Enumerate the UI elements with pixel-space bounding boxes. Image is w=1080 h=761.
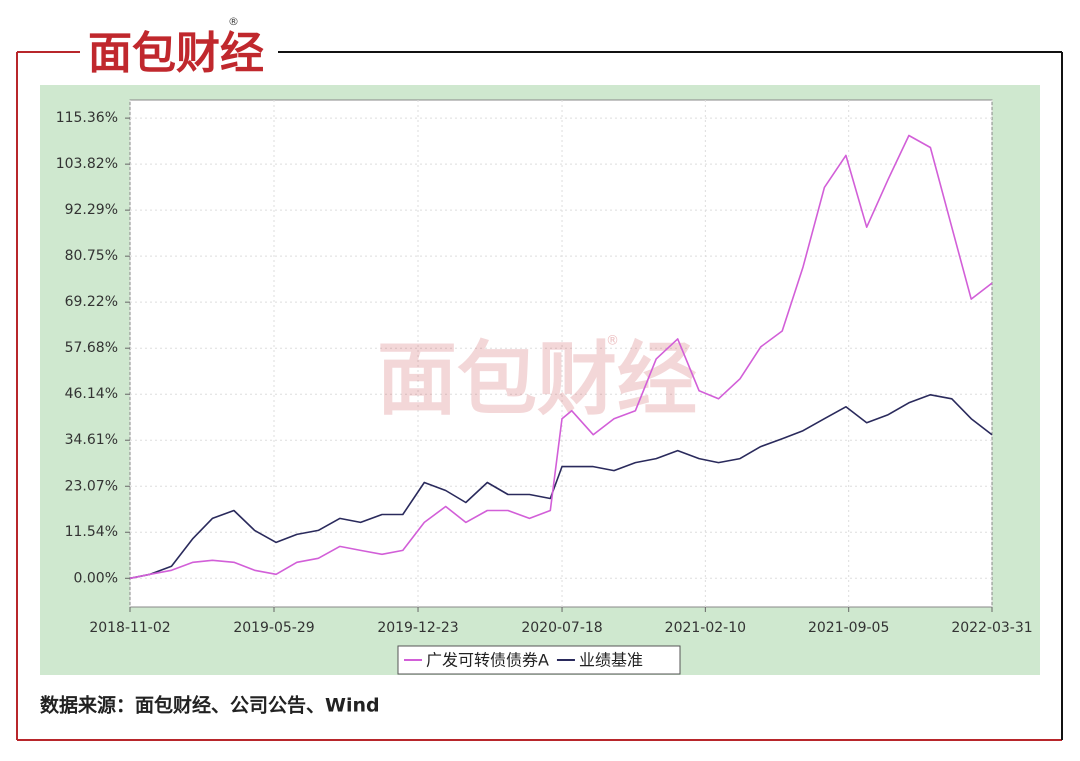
x-tick-label: 2019-12-23 xyxy=(377,620,458,636)
y-tick-label: 57.68% xyxy=(65,340,118,356)
y-tick-label: 69.22% xyxy=(65,294,118,310)
watermark-mark: ® xyxy=(606,334,619,349)
x-tick-label: 2020-07-18 xyxy=(521,620,602,636)
logo: 面包财经 xyxy=(88,28,264,79)
y-tick-label: 103.82% xyxy=(56,156,118,172)
legend-label: 业绩基准 xyxy=(579,651,643,670)
legend xyxy=(397,645,681,675)
watermark: 面包财经 xyxy=(377,333,697,426)
source-note: 数据来源：面包财经、公司公告、Wind xyxy=(40,694,380,717)
legend-items: 广发可转债债券A 业绩基准 xyxy=(404,651,643,670)
x-tick-label: 2021-09-05 xyxy=(808,620,889,636)
legend-label: 广发可转债债券A xyxy=(426,651,549,670)
plot-area xyxy=(129,99,993,608)
logo-mark: ® xyxy=(228,15,239,28)
x-tick-label: 2018-11-02 xyxy=(89,620,170,636)
x-tick-label: 2019-05-29 xyxy=(233,620,314,636)
y-tick-label: 0.00% xyxy=(74,570,118,586)
series-line xyxy=(129,393,993,580)
y-tick-label: 115.36% xyxy=(56,110,118,126)
y-tick-label: 11.54% xyxy=(65,524,118,540)
x-tick-label: 2022-03-31 xyxy=(951,620,1032,636)
y-tick-label: 80.75% xyxy=(65,248,118,264)
series-line xyxy=(129,134,993,580)
x-tick-label: 2021-02-10 xyxy=(665,620,746,636)
y-tick-label: 46.14% xyxy=(65,386,118,402)
y-tick-label: 23.07% xyxy=(65,478,118,494)
y-tick-label: 92.29% xyxy=(65,202,118,218)
series-group xyxy=(129,134,993,580)
grid xyxy=(129,100,993,607)
y-tick-label: 34.61% xyxy=(65,432,118,448)
